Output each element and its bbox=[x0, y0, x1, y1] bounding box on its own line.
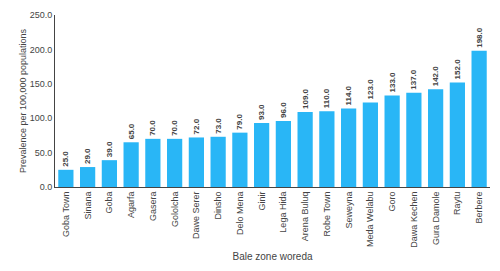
svg-text:79.0: 79.0 bbox=[235, 114, 244, 130]
svg-text:Delo Mena: Delo Mena bbox=[235, 192, 245, 236]
svg-text:0.0: 0.0 bbox=[40, 182, 53, 192]
svg-text:137.0: 137.0 bbox=[409, 69, 418, 90]
svg-text:Agarfa: Agarfa bbox=[126, 192, 136, 219]
svg-text:Dawa Kechen: Dawa Kechen bbox=[409, 192, 419, 248]
svg-text:Bale zone woreda: Bale zone woreda bbox=[232, 251, 312, 262]
svg-text:70.0: 70.0 bbox=[148, 120, 157, 136]
svg-text:142.0: 142.0 bbox=[431, 66, 440, 87]
svg-text:Meda Welabu: Meda Welabu bbox=[365, 192, 375, 247]
svg-text:50.0: 50.0 bbox=[35, 148, 53, 158]
svg-text:Gololcha: Gololcha bbox=[170, 192, 180, 228]
svg-text:200.0: 200.0 bbox=[30, 45, 53, 55]
svg-text:Goro: Goro bbox=[387, 192, 397, 212]
svg-text:Sinana: Sinana bbox=[83, 192, 93, 220]
svg-text:Lega Hida: Lega Hida bbox=[278, 192, 288, 233]
svg-text:110.0: 110.0 bbox=[322, 88, 331, 108]
svg-text:25.0: 25.0 bbox=[61, 151, 70, 167]
svg-text:114.0: 114.0 bbox=[344, 85, 353, 105]
svg-text:Seweyna: Seweyna bbox=[344, 192, 354, 229]
svg-text:198.0: 198.0 bbox=[475, 27, 484, 48]
svg-text:73.0: 73.0 bbox=[214, 118, 223, 134]
svg-text:29.0: 29.0 bbox=[83, 148, 92, 164]
svg-text:39.0: 39.0 bbox=[105, 141, 114, 157]
svg-text:109.0: 109.0 bbox=[301, 88, 310, 109]
svg-text:70.0: 70.0 bbox=[170, 120, 179, 136]
svg-text:Dinsho: Dinsho bbox=[213, 192, 223, 220]
svg-text:133.0: 133.0 bbox=[388, 72, 397, 93]
svg-text:Gura Damole: Gura Damole bbox=[431, 192, 441, 246]
svg-text:93.0: 93.0 bbox=[257, 104, 266, 120]
svg-text:Dawe Serer: Dawe Serer bbox=[191, 192, 201, 240]
svg-text:65.0: 65.0 bbox=[127, 123, 136, 139]
svg-text:Gasera: Gasera bbox=[148, 192, 158, 222]
svg-text:Goba: Goba bbox=[104, 192, 114, 214]
svg-text:Goba Town: Goba Town bbox=[61, 192, 71, 237]
svg-text:96.0: 96.0 bbox=[279, 102, 288, 118]
svg-text:150.0: 150.0 bbox=[30, 79, 53, 89]
svg-text:Arena Buluq: Arena Buluq bbox=[300, 192, 310, 242]
svg-text:Raytu: Raytu bbox=[452, 192, 462, 216]
svg-text:Berbere: Berbere bbox=[474, 192, 484, 224]
svg-text:123.0: 123.0 bbox=[366, 79, 375, 100]
svg-text:250.0: 250.0 bbox=[30, 10, 53, 20]
svg-text:72.0: 72.0 bbox=[192, 118, 201, 134]
svg-text:Ginir: Ginir bbox=[257, 192, 267, 211]
svg-text:Prevalence per 100,000 populat: Prevalence per 100,000 populations bbox=[18, 28, 28, 173]
svg-text:100.0: 100.0 bbox=[30, 113, 53, 123]
svg-text:Robe Town: Robe Town bbox=[322, 192, 332, 237]
svg-text:152.0: 152.0 bbox=[453, 59, 462, 80]
